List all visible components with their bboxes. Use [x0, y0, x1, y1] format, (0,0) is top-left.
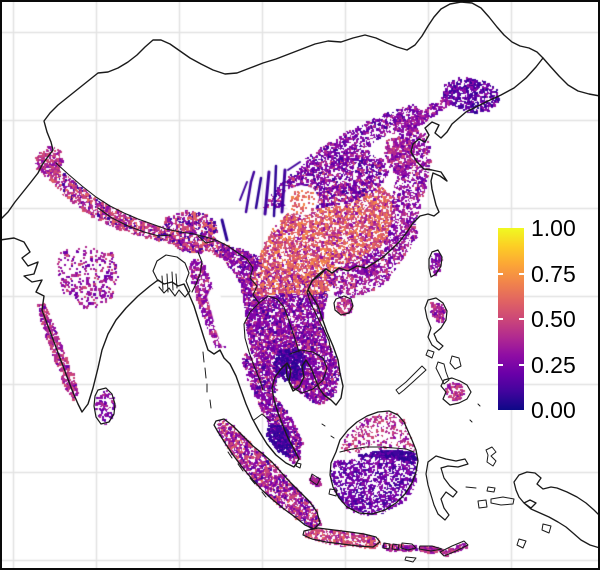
- island-flores: [418, 545, 443, 552]
- island-bangka: [309, 473, 321, 486]
- island-new-guinea: [513, 471, 600, 549]
- border-cambodia: [285, 349, 328, 394]
- island-mindanao: [440, 377, 472, 406]
- island-halmahera: [485, 446, 497, 467]
- border-bhutan: [197, 235, 215, 244]
- border-thailand-malaysia: [253, 413, 271, 422]
- island-bali: [382, 542, 391, 550]
- island-timor: [439, 540, 469, 557]
- island-buru: [477, 499, 488, 509]
- border-bangladesh: [152, 254, 191, 298]
- primorye-coast: [542, 57, 600, 97]
- island-sri-lanka: [93, 387, 116, 425]
- island-negros-panay: [435, 361, 450, 385]
- island-taiwan: [428, 249, 443, 278]
- island-tanimbar: [516, 538, 527, 549]
- island-sumatra: [213, 418, 321, 530]
- border-malaysia-indonesia-borneo: [339, 446, 415, 453]
- border-china-vietnam: [311, 268, 327, 282]
- islets-south-china-sea: [321, 403, 481, 439]
- islands-andaman-nicobar: [202, 351, 212, 409]
- island-java: [302, 527, 381, 548]
- island-sumbawa: [400, 542, 417, 551]
- island-hainan: [333, 295, 354, 316]
- island-palawan: [395, 365, 427, 395]
- border-thailand-laos: [258, 295, 300, 353]
- border-myanmar-china: [237, 252, 260, 304]
- island-belitung: [328, 488, 338, 497]
- islands-mentawai: [227, 451, 267, 498]
- island-mindoro: [425, 349, 435, 359]
- border-nepal: [97, 207, 172, 237]
- island-obi: [486, 486, 496, 493]
- mainland-asia-coast: [0, 1, 544, 468]
- island-sulawesi: [425, 455, 469, 521]
- border-india-myanmar: [191, 251, 203, 293]
- ganges-delta-rivers: [161, 271, 178, 293]
- border-laos-vietnam: [306, 280, 332, 353]
- island-aru: [541, 523, 552, 534]
- island-samar: [449, 355, 462, 370]
- island-lombok: [391, 543, 400, 551]
- border-myanmar-thailand: [243, 302, 264, 391]
- island-sumba: [404, 556, 417, 563]
- island-sula: [465, 486, 477, 489]
- island-seram: [490, 496, 515, 506]
- island-luzon: [424, 297, 448, 351]
- border-india-china: [55, 162, 239, 254]
- island-borneo: [329, 410, 419, 515]
- island-singapore: [295, 462, 302, 469]
